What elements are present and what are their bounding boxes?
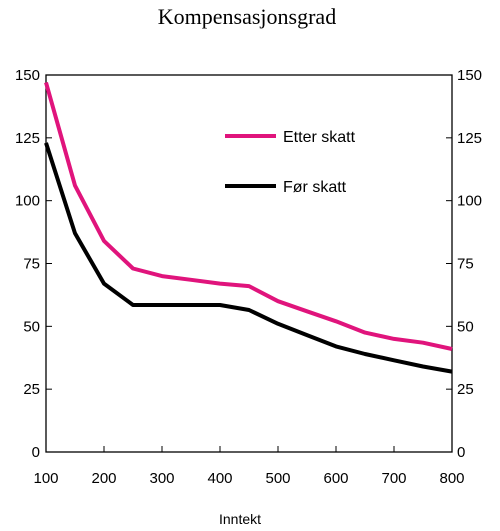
x-tick-label: 500 <box>265 470 290 487</box>
y-tick-label-right: 25 <box>457 381 474 398</box>
y-tick-label-right: 75 <box>457 256 474 273</box>
x-tick-label: 700 <box>381 470 406 487</box>
y-tick-label-left: 125 <box>15 130 40 147</box>
x-tick-label: 800 <box>439 470 464 487</box>
axis-ticks: 0 0 25 25 50 50 75 75 100 100 125 125 150 150 100 200 30… <box>15 67 482 487</box>
x-tick-label: 100 <box>33 470 58 487</box>
x-tick-label: 600 <box>323 470 348 487</box>
x-tick-label: 200 <box>91 470 116 487</box>
y-tick-label-right: 0 <box>457 444 465 461</box>
legend: Etter skatt Før skatt <box>225 129 356 196</box>
y-tick-label-left: 75 <box>23 256 40 273</box>
series-line-1 <box>44 142 453 374</box>
x-tick-label: 300 <box>149 470 174 487</box>
series-line-0 <box>44 81 453 351</box>
plot-border <box>45 74 453 453</box>
legend-label: Etter skatt <box>283 129 356 146</box>
y-tick-label-right: 50 <box>457 318 474 335</box>
y-tick-label-left: 0 <box>32 444 40 461</box>
y-tick-label-left: 100 <box>15 193 40 210</box>
y-tick-label-left: 150 <box>15 67 40 84</box>
legend-label: Før skatt <box>283 179 347 196</box>
x-axis-label: Inntekt <box>219 511 261 527</box>
x-tick-label: 400 <box>207 470 232 487</box>
y-tick-label-right: 125 <box>457 130 482 147</box>
y-tick-label-left: 25 <box>23 381 40 398</box>
y-tick-label-right: 100 <box>457 193 482 210</box>
plot-area <box>45 74 453 453</box>
series-lines <box>44 81 453 374</box>
y-tick-label-right: 150 <box>457 67 482 84</box>
y-tick-label-left: 50 <box>23 318 40 335</box>
chart-title: Kompensasjonsgrad <box>158 4 336 29</box>
